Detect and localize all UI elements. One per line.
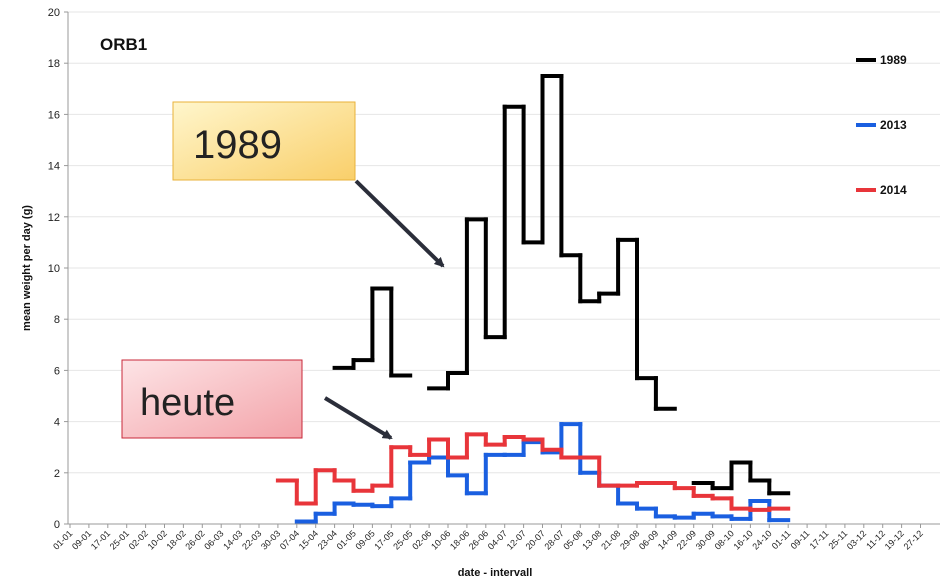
axes: 0246810121416182001-0109-0117-0125-0102-… — [48, 7, 940, 552]
y-axis-title: mean weight per day (g) — [21, 205, 33, 331]
x-tick-label: 02-06 — [410, 528, 433, 551]
x-tick-label: 01-05 — [335, 528, 358, 551]
step-riser — [351, 74, 772, 496]
y-tick-label: 12 — [48, 212, 60, 224]
x-tick-label: 27-12 — [902, 528, 925, 551]
x-tick-label: 22-09 — [675, 528, 698, 551]
y-tick-label: 6 — [54, 365, 60, 377]
callout-arrow — [354, 179, 445, 268]
x-tick-label: 16-10 — [731, 528, 754, 551]
x-tick-label: 29-08 — [618, 528, 641, 551]
callout-box — [121, 359, 303, 439]
y-tick-label: 20 — [48, 7, 60, 19]
x-tick-label: 01-11 — [770, 528, 793, 551]
x-tick-label: 03-12 — [845, 528, 868, 551]
x-tick-label: 09-01 — [70, 528, 93, 551]
legend: 1989 2013 2014 — [856, 53, 907, 197]
y-tick-label: 14 — [48, 161, 60, 173]
y-tick-label: 2 — [54, 468, 60, 480]
x-tick-label: 10-06 — [429, 528, 452, 551]
x-tick-label: 18-02 — [164, 528, 187, 551]
x-tick-label: 23-04 — [316, 528, 339, 551]
callout-box — [172, 101, 356, 181]
callout-text: 1989 — [193, 123, 282, 167]
y-tick-label: 18 — [48, 58, 60, 70]
x-tick-label: 25-11 — [826, 528, 849, 551]
x-tick-label: 06-03 — [202, 528, 225, 551]
x-tick-label: 18-06 — [448, 528, 471, 551]
y-tick-label: 4 — [54, 417, 60, 429]
x-tick-label: 05-08 — [561, 528, 584, 551]
x-tick-label: 17-01 — [89, 528, 112, 551]
x-tick-label: 17-11 — [808, 528, 831, 551]
x-tick-label: 01-01 — [51, 528, 74, 551]
callout-arrow — [323, 396, 393, 440]
x-tick-label: 26-06 — [467, 528, 490, 551]
chart-title: ORB1 — [100, 35, 147, 54]
x-tick-label: 07-04 — [278, 528, 301, 551]
x-tick-label: 17-05 — [372, 528, 395, 551]
x-tick-label: 09-11 — [789, 528, 812, 551]
y-tick-label: 16 — [48, 109, 60, 121]
x-tick-label: 14-03 — [221, 528, 244, 551]
x-tick-label: 12-07 — [505, 528, 528, 551]
x-tick-label: 02-02 — [127, 528, 150, 551]
x-tick-label: 26-02 — [183, 528, 206, 551]
x-tick-label: 25-01 — [108, 528, 131, 551]
series — [332, 74, 791, 496]
x-tick-label: 08-10 — [713, 528, 736, 551]
legend-label: 1989 — [880, 53, 907, 67]
y-tick-label: 10 — [48, 263, 60, 275]
x-axis-title: date - intervall — [458, 567, 533, 579]
callout: heute — [121, 359, 393, 440]
x-tick-label: 30-09 — [694, 528, 717, 551]
y-tick-label: 0 — [54, 519, 60, 531]
x-tick-label: 20-07 — [524, 528, 547, 551]
x-tick-label: 19-12 — [883, 528, 906, 551]
x-tick-label: 04-07 — [486, 528, 509, 551]
callout-text: heute — [140, 382, 235, 424]
legend-label: 2014 — [880, 183, 907, 197]
callout: 1989 — [172, 101, 445, 268]
x-tick-label: 24-10 — [750, 528, 773, 551]
x-tick-label: 15-04 — [297, 528, 320, 551]
legend-label: 2013 — [880, 118, 907, 132]
x-tick-label: 06-09 — [637, 528, 660, 551]
x-tick-label: 13-08 — [580, 528, 603, 551]
x-tick-label: 14-09 — [656, 528, 679, 551]
x-tick-label: 21-08 — [599, 528, 622, 551]
x-tick-label: 10-02 — [146, 528, 169, 551]
x-tick-label: 28-07 — [542, 528, 565, 551]
x-tick-label: 22-03 — [240, 528, 263, 551]
step-riser — [294, 432, 772, 512]
step-riser — [313, 422, 772, 524]
series — [294, 422, 791, 524]
series — [275, 432, 791, 512]
x-tick-label: 25-05 — [391, 528, 414, 551]
x-tick-label: 11-12 — [864, 528, 887, 551]
x-tick-label: 30-03 — [259, 528, 282, 551]
y-tick-label: 8 — [54, 314, 60, 326]
plot-area — [275, 74, 791, 524]
x-tick-label: 09-05 — [353, 528, 376, 551]
